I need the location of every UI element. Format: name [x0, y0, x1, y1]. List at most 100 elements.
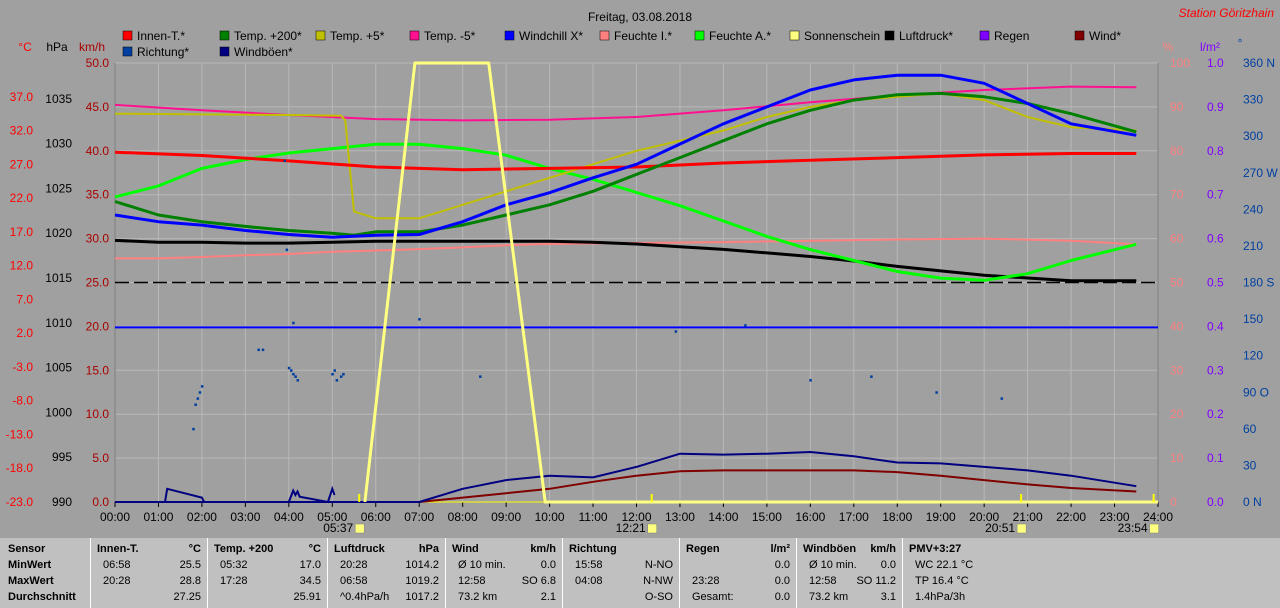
stat-value: SO 6.8 [521, 575, 556, 587]
y-tick-temp: -18.0 [6, 461, 34, 475]
stat-label: 20:28 [103, 575, 131, 587]
y-tick-rain: 0.4 [1207, 319, 1224, 333]
stat-label: Ø 10 min. [809, 559, 857, 571]
direction-point [335, 379, 339, 382]
sun-marker-label: 23:54 [1118, 521, 1148, 535]
legend-label: Windböen* [234, 45, 293, 59]
direction-point [196, 397, 200, 400]
stat-label: 04:08 [575, 575, 603, 587]
stat-label: 05:32 [220, 559, 248, 571]
x-tick-label: 04:00 [274, 510, 304, 524]
stat-label: 12:58 [458, 575, 486, 587]
x-tick-label: 08:00 [448, 510, 478, 524]
direction-point [674, 330, 678, 333]
direction-point [809, 379, 812, 382]
x-tick-label: 13:00 [665, 510, 695, 524]
y-tick-direction: 300 [1243, 129, 1263, 143]
stat-unit: l/m² [770, 543, 790, 555]
series-line [114, 142, 1137, 282]
x-tick-label: 20:00 [969, 510, 999, 524]
y-tick-humidity: 90 [1170, 100, 1184, 114]
x-tick-label: 05:00 [317, 510, 347, 524]
direction-point [418, 318, 421, 321]
direction-point [1000, 397, 1004, 400]
x-tick-label: 18:00 [882, 510, 912, 524]
stat-value: O-SO [644, 591, 673, 603]
y-tick-direction: 330 [1243, 93, 1263, 107]
sun-marker-icon [354, 523, 365, 534]
y-tick-direction: 0 N [1243, 495, 1262, 509]
stat-value: 0.0 [774, 559, 790, 571]
direction-points [192, 159, 1004, 431]
axis-unit-direction: ° [1238, 36, 1243, 50]
direction-point [744, 324, 747, 327]
x-tick-label: 07:00 [404, 510, 434, 524]
legend-label: Temp. +200* [234, 29, 302, 43]
sun-marker-label: 05:37 [323, 521, 353, 535]
y-tick-pressure: 1035 [45, 92, 72, 106]
gust-spikes [164, 485, 336, 504]
y-tick-wind: 45.0 [86, 100, 110, 114]
stat-value: N-NO [644, 559, 673, 571]
reference-lines [115, 281, 1158, 329]
stat-block: Regen l/m² 0.0 23:28 0.0 Gesamt: 0.0 [679, 538, 796, 608]
legend-label: Luftdruck* [899, 29, 953, 43]
y-tick-direction: 120 [1243, 349, 1263, 363]
stat-title: Sensor [8, 543, 46, 555]
stat-block: PMV+3:27 WC 22.1 °C TP 16.4 °C 1.4hPa/3h [902, 538, 1002, 608]
direction-point [333, 369, 336, 372]
stat-value: 0.0 [774, 575, 790, 587]
y-tick-temp: 7.0 [16, 292, 33, 306]
stat-value: 1017.2 [405, 591, 439, 603]
stat-value: SO 11.2 [856, 575, 896, 587]
y-tick-humidity: 10 [1170, 451, 1184, 465]
x-tick-label: 17:00 [839, 510, 869, 524]
stat-label: 23:28 [692, 575, 720, 587]
y-tick-temp: -23.0 [6, 495, 34, 509]
stat-label: 12:58 [809, 575, 837, 587]
chart-title: Freitag, 03.08.2018 [588, 10, 692, 24]
direction-point [257, 348, 260, 352]
x-tick-label: 10:00 [535, 510, 565, 524]
stat-label: Gesamt: [692, 591, 734, 603]
y-tick-temp: -13.0 [6, 427, 34, 441]
y-tick-humidity: 80 [1170, 144, 1184, 158]
series-line [115, 237, 1137, 260]
stat-label: 20:28 [340, 559, 368, 571]
stat-label: WC 22.1 °C [915, 559, 974, 571]
station-name: Station Göritzhain [1179, 6, 1275, 20]
sun-marker-icon [647, 523, 657, 534]
y-tick-temp: 2.0 [16, 326, 33, 340]
x-tick-label: 16:00 [795, 510, 825, 524]
stat-title: Innen-T. [97, 543, 139, 555]
y-tick-temp: 32.0 [10, 124, 34, 138]
stat-label: 73.2 km [458, 591, 498, 603]
legend-label: Feuchte A.* [709, 29, 771, 43]
stat-value: 27.25 [173, 591, 201, 603]
axis-unit-wind: km/h [79, 40, 105, 54]
y-tick-wind: 0.0 [92, 495, 109, 509]
x-axis-ticks: 00:00 01:00 02:00 03:00 04:00 05:00 06:00 07:00… [100, 502, 1173, 524]
y-tick-wind: 30.0 [86, 232, 110, 246]
stat-block: Luftdruck hPa 20:28 1014.2 06:58 1019.2 ^0.4hP… [327, 538, 445, 608]
sun-marker-label: 12:21 [616, 521, 646, 535]
y-tick-temp: 17.0 [10, 225, 34, 239]
stat-value: 0.0 [880, 559, 896, 571]
y-tick-wind: 40.0 [86, 144, 110, 158]
legend: Innen-T.* Temp. +200* Temp. +5* Temp. -5* Wi… [122, 29, 1121, 59]
x-tick-label: 12:00 [621, 510, 651, 524]
legend-swatch [1074, 30, 1085, 41]
series-line [115, 451, 1137, 503]
direction-point [479, 375, 482, 378]
y-tick-pressure: 1010 [45, 316, 72, 330]
stat-title: Temp. +200 [214, 543, 274, 555]
legend-swatch [122, 46, 133, 57]
y-tick-direction: 180 S [1243, 276, 1274, 290]
stat-label: Ø 10 min. [458, 559, 506, 571]
y-tick-humidity: 20 [1170, 407, 1184, 421]
stat-unit: °C [188, 543, 201, 555]
x-tick-label: 03:00 [230, 510, 260, 524]
y-tick-temp: 22.0 [10, 191, 34, 205]
y-tick-direction: 30 [1243, 458, 1257, 472]
y-tick-rain: 0.0 [1207, 495, 1224, 509]
